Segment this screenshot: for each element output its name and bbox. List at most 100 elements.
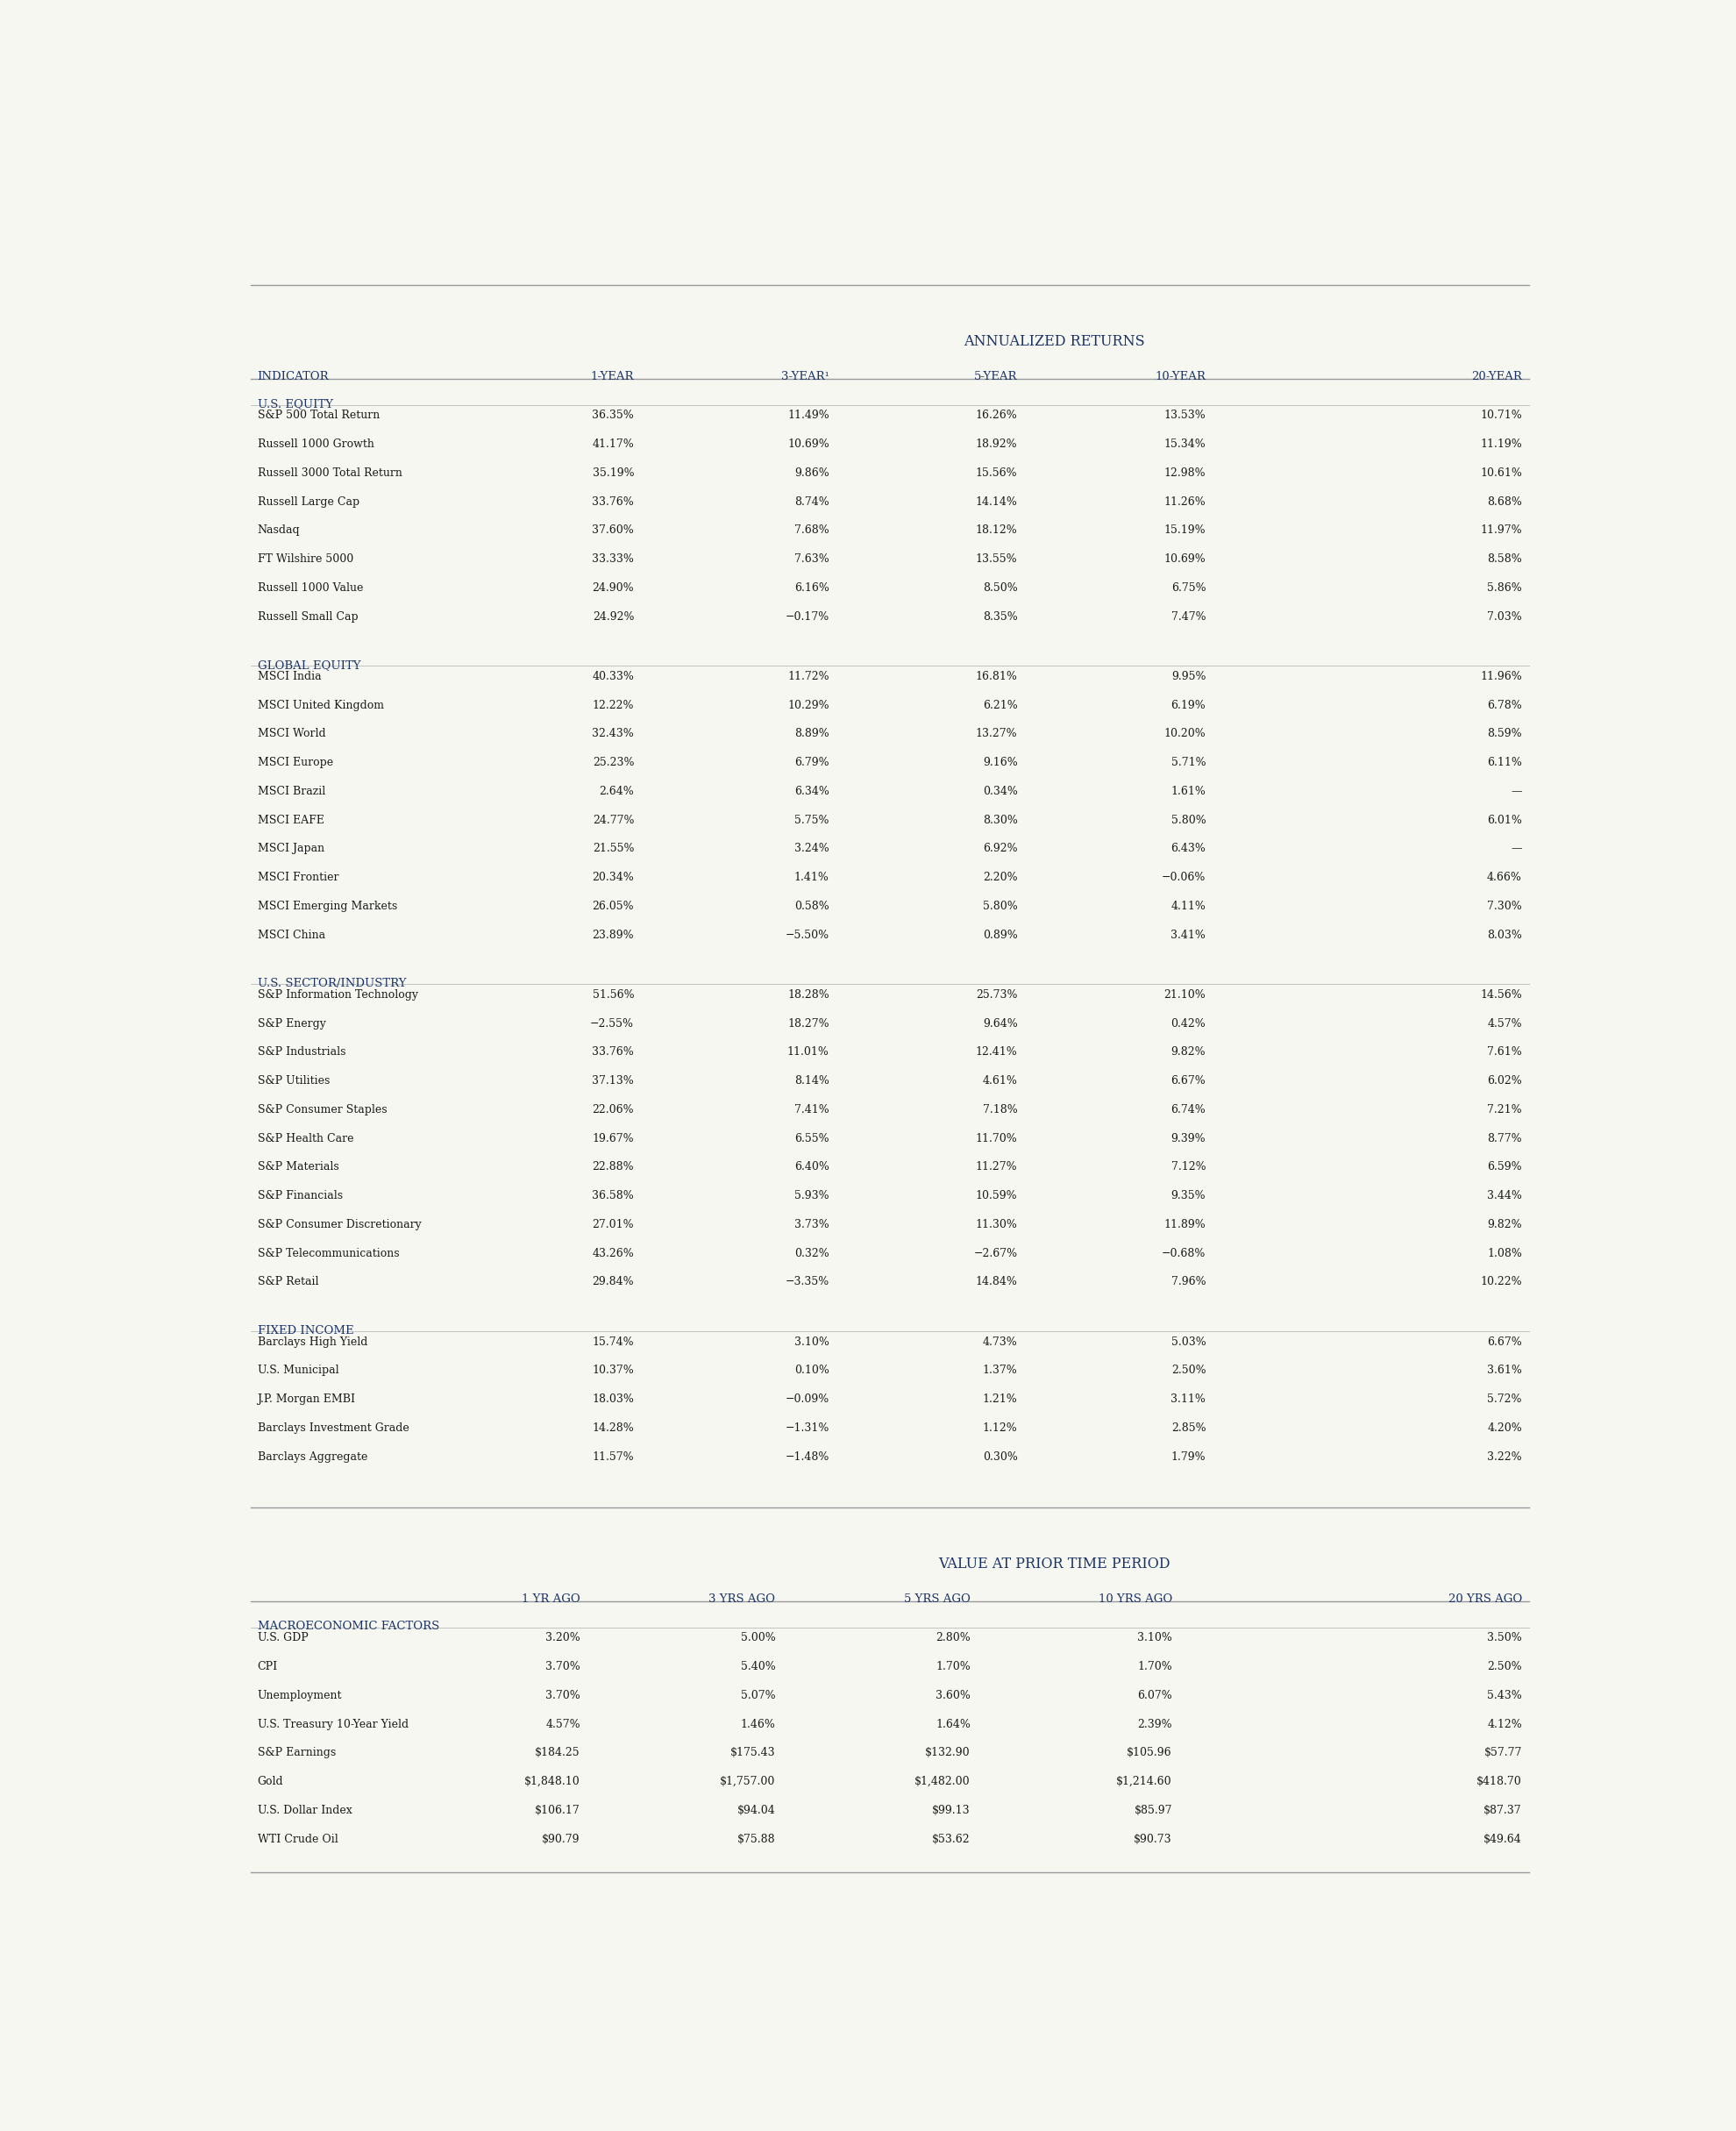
Text: 6.75%: 6.75%	[1172, 582, 1207, 595]
Text: S&P Earnings: S&P Earnings	[257, 1747, 335, 1758]
Text: 6.92%: 6.92%	[983, 844, 1017, 855]
Text: 6.21%: 6.21%	[983, 699, 1017, 712]
Text: 18.12%: 18.12%	[976, 524, 1017, 537]
Text: MSCI World: MSCI World	[257, 729, 325, 739]
Text: S&P Retail: S&P Retail	[257, 1276, 318, 1287]
Text: Russell 3000 Total Return: Russell 3000 Total Return	[257, 467, 403, 479]
Text: 3.22%: 3.22%	[1488, 1451, 1522, 1462]
Text: $49.64: $49.64	[1484, 1833, 1522, 1845]
Text: 25.73%: 25.73%	[976, 989, 1017, 1002]
Text: 51.56%: 51.56%	[592, 989, 634, 1002]
Text: 4.57%: 4.57%	[545, 1718, 580, 1730]
Text: 8.58%: 8.58%	[1488, 554, 1522, 565]
Text: 43.26%: 43.26%	[592, 1247, 634, 1259]
Text: 10.69%: 10.69%	[788, 439, 830, 450]
Text: S&P Industrials: S&P Industrials	[257, 1046, 345, 1057]
Text: 20.34%: 20.34%	[592, 872, 634, 882]
Text: MSCI Brazil: MSCI Brazil	[257, 786, 325, 797]
Text: 18.28%: 18.28%	[788, 989, 830, 1002]
Text: 6.74%: 6.74%	[1172, 1104, 1207, 1115]
Text: 0.34%: 0.34%	[983, 786, 1017, 797]
Text: 9.39%: 9.39%	[1172, 1134, 1207, 1144]
Text: 40.33%: 40.33%	[592, 671, 634, 682]
Text: 5.93%: 5.93%	[795, 1191, 830, 1202]
Text: 9.82%: 9.82%	[1172, 1046, 1207, 1057]
Text: 10.29%: 10.29%	[788, 699, 830, 712]
Text: $132.90: $132.90	[925, 1747, 970, 1758]
Text: MSCI India: MSCI India	[257, 671, 321, 682]
Text: −0.17%: −0.17%	[785, 612, 830, 622]
Text: 3.73%: 3.73%	[795, 1219, 830, 1230]
Text: 1.21%: 1.21%	[983, 1394, 1017, 1404]
Text: 6.01%: 6.01%	[1488, 814, 1522, 827]
Text: 29.84%: 29.84%	[592, 1276, 634, 1287]
Text: 35.19%: 35.19%	[592, 467, 634, 479]
Text: 18.92%: 18.92%	[976, 439, 1017, 450]
Text: —: —	[1510, 786, 1522, 797]
Text: 19.67%: 19.67%	[592, 1134, 634, 1144]
Text: $1,757.00: $1,757.00	[720, 1775, 776, 1788]
Text: 1-YEAR: 1-YEAR	[590, 371, 634, 381]
Text: 23.89%: 23.89%	[592, 929, 634, 940]
Text: 1.79%: 1.79%	[1172, 1451, 1207, 1462]
Text: 8.50%: 8.50%	[983, 582, 1017, 595]
Text: 7.96%: 7.96%	[1172, 1276, 1207, 1287]
Text: 4.73%: 4.73%	[983, 1336, 1017, 1347]
Text: 12.22%: 12.22%	[592, 699, 634, 712]
Text: 7.12%: 7.12%	[1172, 1161, 1207, 1172]
Text: $99.13: $99.13	[932, 1805, 970, 1816]
Text: 2.80%: 2.80%	[936, 1632, 970, 1643]
Text: 0.32%: 0.32%	[795, 1247, 830, 1259]
Text: 15.19%: 15.19%	[1165, 524, 1207, 537]
Text: 8.68%: 8.68%	[1488, 497, 1522, 507]
Text: 8.59%: 8.59%	[1488, 729, 1522, 739]
Text: 37.60%: 37.60%	[592, 524, 634, 537]
Text: 6.11%: 6.11%	[1488, 757, 1522, 769]
Text: 2.50%: 2.50%	[1172, 1366, 1207, 1377]
Text: Russell Large Cap: Russell Large Cap	[257, 497, 359, 507]
Text: $105.96: $105.96	[1127, 1747, 1172, 1758]
Text: 10-YEAR: 10-YEAR	[1154, 371, 1207, 381]
Text: 2.85%: 2.85%	[1172, 1421, 1207, 1434]
Text: $75.88: $75.88	[738, 1833, 776, 1845]
Text: −2.67%: −2.67%	[974, 1247, 1017, 1259]
Text: −0.06%: −0.06%	[1161, 872, 1207, 882]
Text: S&P Utilities: S&P Utilities	[257, 1076, 330, 1087]
Text: U.S. EQUITY: U.S. EQUITY	[257, 398, 333, 409]
Text: $53.62: $53.62	[932, 1833, 970, 1845]
Text: FT Wilshire 5000: FT Wilshire 5000	[257, 554, 352, 565]
Text: 1.12%: 1.12%	[983, 1421, 1017, 1434]
Text: 10.61%: 10.61%	[1481, 467, 1522, 479]
Text: 2.20%: 2.20%	[983, 872, 1017, 882]
Text: 2.64%: 2.64%	[599, 786, 634, 797]
Text: −1.31%: −1.31%	[785, 1421, 830, 1434]
Text: S&P Health Care: S&P Health Care	[257, 1134, 354, 1144]
Text: 6.40%: 6.40%	[793, 1161, 830, 1172]
Text: $184.25: $184.25	[535, 1747, 580, 1758]
Text: S&P Information Technology: S&P Information Technology	[257, 989, 418, 1002]
Text: −1.48%: −1.48%	[785, 1451, 830, 1462]
Text: Russell 1000 Growth: Russell 1000 Growth	[257, 439, 373, 450]
Text: 9.35%: 9.35%	[1172, 1191, 1207, 1202]
Text: 15.34%: 15.34%	[1165, 439, 1207, 450]
Text: 3.70%: 3.70%	[545, 1662, 580, 1673]
Text: 5.75%: 5.75%	[795, 814, 830, 827]
Text: 5.80%: 5.80%	[983, 901, 1017, 912]
Text: 20 YRS AGO: 20 YRS AGO	[1448, 1594, 1522, 1605]
Text: 9.16%: 9.16%	[983, 757, 1017, 769]
Text: MSCI Frontier: MSCI Frontier	[257, 872, 339, 882]
Text: MSCI Emerging Markets: MSCI Emerging Markets	[257, 901, 398, 912]
Text: −2.55%: −2.55%	[590, 1019, 634, 1029]
Text: 6.67%: 6.67%	[1488, 1336, 1522, 1347]
Text: 41.17%: 41.17%	[592, 439, 634, 450]
Text: 4.20%: 4.20%	[1488, 1421, 1522, 1434]
Text: 0.42%: 0.42%	[1172, 1019, 1207, 1029]
Text: 25.23%: 25.23%	[592, 757, 634, 769]
Text: MSCI Japan: MSCI Japan	[257, 844, 325, 855]
Text: 2.50%: 2.50%	[1488, 1662, 1522, 1673]
Text: 20-YEAR: 20-YEAR	[1472, 371, 1522, 381]
Text: 1.70%: 1.70%	[1137, 1662, 1172, 1673]
Text: 33.76%: 33.76%	[592, 1046, 634, 1057]
Text: GLOBAL EQUITY: GLOBAL EQUITY	[257, 658, 361, 671]
Text: 4.61%: 4.61%	[983, 1076, 1017, 1087]
